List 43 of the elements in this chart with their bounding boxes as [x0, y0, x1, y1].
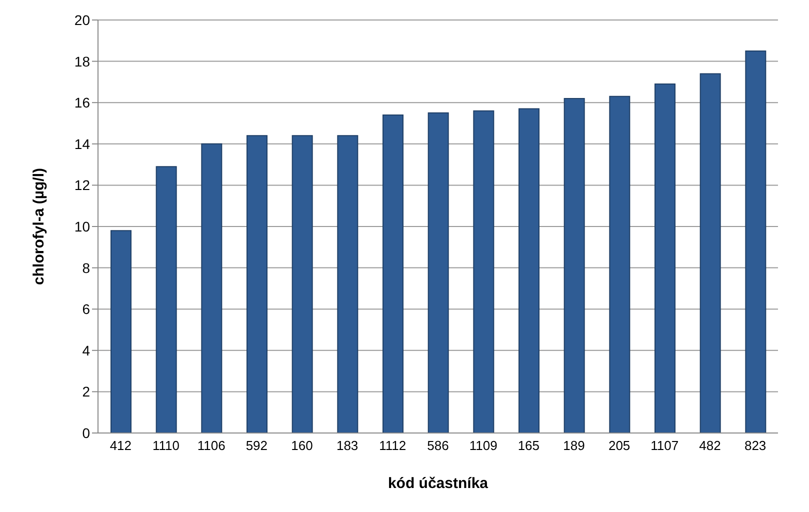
y-tick-label: 8 — [82, 260, 90, 276]
bar — [745, 50, 766, 433]
y-tick-label: 0 — [82, 424, 90, 441]
x-tick-label: 205 — [608, 438, 630, 454]
x-tick-label: 1109 — [469, 438, 498, 454]
bar — [292, 135, 313, 433]
bar — [518, 108, 540, 433]
bar — [382, 114, 404, 433]
x-tick-label: 586 — [427, 438, 449, 454]
x-tick-label: 592 — [246, 438, 268, 454]
y-tick-label: 18 — [74, 53, 90, 70]
y-tick-label: 16 — [74, 94, 90, 111]
bar — [609, 96, 630, 433]
bar — [201, 143, 222, 433]
bar — [428, 112, 449, 433]
y-axis-title: chlorofyl-a (µg/l) — [30, 168, 48, 285]
x-tick-label: 189 — [563, 438, 585, 454]
x-tick-label: 183 — [336, 438, 358, 454]
x-tick-label: 1107 — [650, 438, 679, 454]
y-tick-label: 4 — [82, 342, 90, 358]
y-tick-label: 12 — [74, 177, 90, 194]
x-tick-label: 1112 — [379, 438, 406, 454]
bar — [700, 73, 721, 433]
x-tick-label: 1106 — [197, 438, 226, 454]
y-tick-label: 6 — [82, 301, 90, 318]
x-tick-label: 165 — [518, 438, 540, 454]
x-tick-label: 482 — [699, 438, 721, 454]
bar — [473, 110, 494, 433]
x-tick-label: 160 — [291, 438, 313, 454]
y-tick-label: 20 — [74, 12, 90, 28]
bar — [654, 84, 676, 433]
bar — [337, 135, 358, 433]
x-axis-title: kód účastníka — [388, 475, 489, 492]
bar — [110, 230, 132, 433]
y-tick-label: 2 — [82, 384, 90, 400]
x-tick-label: 412 — [110, 438, 132, 454]
x-tick-label: 1110 — [152, 438, 180, 454]
bar — [564, 98, 585, 433]
y-tick-label: 10 — [74, 218, 90, 234]
bar — [156, 166, 177, 433]
x-tick-label: 823 — [744, 438, 766, 454]
y-tick-label: 14 — [74, 136, 90, 152]
bar — [246, 135, 268, 433]
